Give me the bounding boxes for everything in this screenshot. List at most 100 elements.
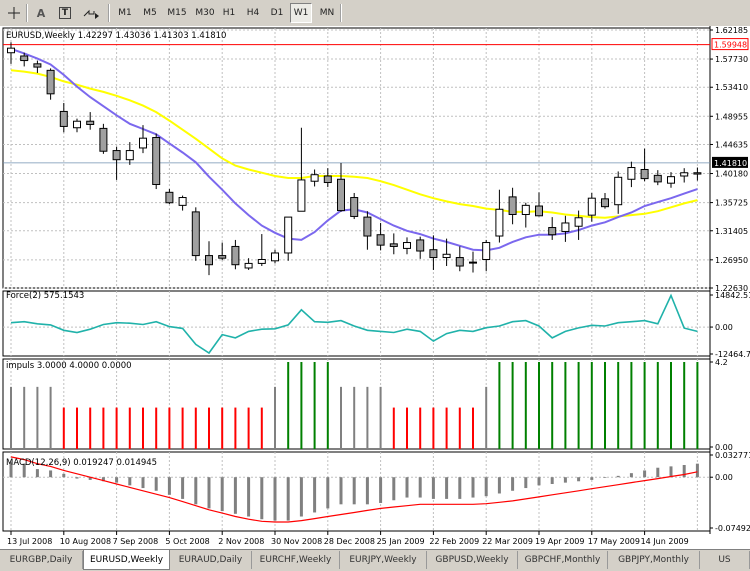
candle	[257, 234, 266, 267]
macd-pane	[9, 456, 699, 523]
timeframe-h1-button[interactable]: H1	[222, 8, 236, 18]
force-index-pane	[10, 293, 698, 355]
candle-body	[495, 208, 504, 237]
candle-body	[469, 261, 477, 264]
candle-body	[389, 243, 398, 247]
candle	[139, 125, 147, 154]
candle	[59, 102, 68, 133]
candle	[271, 249, 279, 264]
candle	[218, 242, 227, 261]
text-label-icon: T	[58, 7, 72, 19]
candle	[693, 167, 702, 181]
candle-body	[231, 245, 240, 266]
date-tick-label: 25 Jan 2009	[377, 537, 425, 546]
main-pane-label: EURUSD,Weekly 1.42297 1.43036 1.41303 1.…	[6, 31, 226, 41]
symbol-tab-us[interactable]: US	[700, 551, 750, 569]
timeframe-mn-button[interactable]: MN	[319, 8, 335, 18]
symbol-tab-gbpchf-monthly[interactable]: GBPCHF,Monthly	[518, 551, 608, 569]
price-tick-label: 1.44635	[715, 140, 748, 149]
symbol-tab-gbpusd-weekly[interactable]: GBPUSD,Weekly	[427, 551, 518, 569]
impulse-tick-label: 0.00	[715, 443, 733, 452]
symbol-tab-gbpjpy-monthly[interactable]: GBPJPY,Monthly	[608, 551, 700, 569]
candle-body	[521, 204, 530, 215]
candle	[667, 172, 675, 188]
candle	[165, 189, 174, 205]
candle	[601, 192, 609, 209]
chart-toolbar: A T M1 M5 M15 M30 H1 H4 D1 W1 MN	[0, 0, 750, 27]
price-tick-label: 1.26950	[715, 256, 748, 265]
candle	[205, 241, 213, 276]
price-tick-label: 1.31405	[715, 227, 748, 236]
candle-body	[627, 167, 636, 180]
candle-body	[218, 255, 227, 259]
macd-tick-label: -0.07492	[715, 524, 750, 533]
candle	[20, 52, 29, 67]
candle-body	[20, 55, 29, 62]
timeframe-w1-button[interactable]: W1	[290, 3, 312, 23]
main-price-pane	[3, 42, 710, 276]
candle-body	[574, 217, 583, 227]
timeframe-d1-button[interactable]: D1	[270, 8, 284, 18]
candle	[284, 216, 293, 261]
timeframe-h4-button[interactable]: H4	[246, 8, 260, 18]
candle-body	[350, 197, 359, 217]
candle	[548, 217, 557, 240]
chart-area[interactable]: 1.62185 1.57730 1.53410 1.48955 1.44635 1.401…	[0, 26, 750, 549]
candle	[469, 251, 477, 273]
candle-body	[191, 211, 200, 257]
candle-body	[455, 257, 464, 267]
symbol-tab-eurusd-weekly[interactable]: EURUSD,Weekly	[83, 550, 170, 570]
timeframe-m30-button[interactable]: M30	[195, 8, 215, 18]
candle	[416, 236, 425, 259]
price-tick-label: 1.48955	[715, 112, 748, 121]
candle-body	[125, 150, 134, 161]
candle	[99, 123, 108, 154]
timeframe-m5-button[interactable]: M5	[143, 8, 157, 18]
date-tick-label: 19 Apr 2009	[535, 537, 584, 546]
candle	[587, 192, 596, 222]
candle	[521, 202, 530, 228]
candle-body	[271, 252, 279, 262]
crosshair-tool-icon[interactable]	[4, 3, 24, 23]
symbol-tab-euraud-daily[interactable]: EURAUD,Daily	[170, 551, 252, 569]
candle	[178, 195, 187, 211]
arrows-icon	[83, 9, 99, 19]
symbol-tab-eurjpy-weekly[interactable]: EURJPY,Weekly	[340, 551, 427, 569]
macd-signal-line	[10, 456, 698, 523]
candle	[350, 192, 359, 220]
current-price-label: 1.41810	[714, 159, 747, 168]
candle	[33, 60, 42, 73]
candle-body	[112, 150, 121, 161]
price-tick-label: 1.35725	[715, 199, 748, 208]
candle	[627, 161, 636, 188]
candle	[640, 148, 649, 182]
arrows-tool-button[interactable]	[80, 3, 102, 23]
force-tick-label: 0.00	[715, 323, 733, 332]
candle	[442, 238, 451, 267]
candle	[680, 168, 689, 183]
symbol-tab-eurchf-weekly[interactable]: EURCHF,Weekly	[252, 551, 340, 569]
candle	[112, 146, 121, 180]
candle-body	[99, 127, 108, 152]
candle-body	[640, 168, 649, 180]
candle	[86, 112, 95, 130]
symbol-tab-eurgbp-daily[interactable]: EURGBP,Daily	[0, 551, 83, 569]
date-axis: 13 Jul 2008 10 Aug 2008 7 Sep 2008 5 Oct 20…	[7, 531, 689, 546]
candle	[73, 118, 81, 133]
date-tick-label: 30 Nov 2008	[271, 537, 322, 546]
text-tool-button[interactable]: A	[36, 6, 46, 20]
candle-body	[46, 69, 55, 95]
candle	[653, 170, 662, 186]
candle-body	[376, 234, 385, 246]
date-tick-label: 2 Nov 2008	[218, 537, 264, 546]
macd-pane-label: MACD(12,26,9) 0.019247 0.014945	[6, 458, 157, 468]
timeframe-m15-button[interactable]: M15	[167, 8, 187, 18]
price-tick-label: 1.62185	[715, 26, 748, 35]
candle	[191, 207, 200, 261]
timeframe-m1-button[interactable]: M1	[118, 8, 132, 18]
candle-body	[535, 205, 543, 217]
candle	[231, 239, 240, 270]
text-label-tool-button[interactable]: T	[56, 3, 74, 23]
price-axis: 1.62185 1.57730 1.53410 1.48955 1.44635 1.401…	[710, 26, 750, 533]
force-line	[10, 293, 698, 355]
